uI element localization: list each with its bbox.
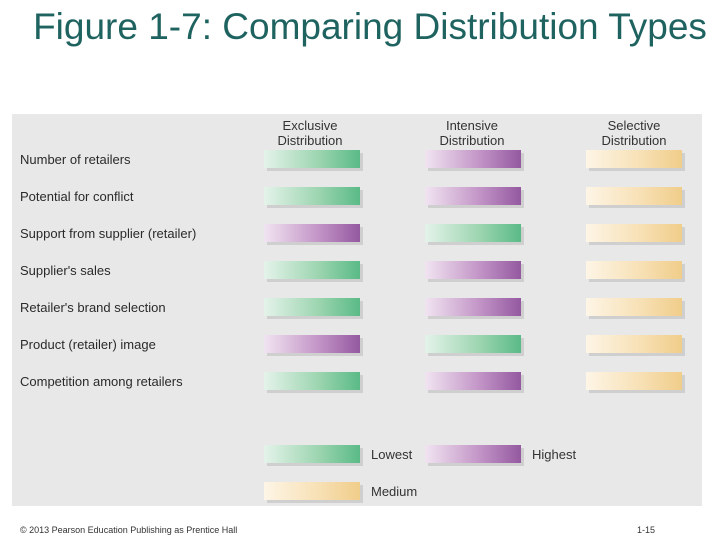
row-label: Retailer's brand selection bbox=[20, 300, 166, 315]
row-label: Potential for conflict bbox=[20, 189, 134, 204]
legend-medium-label: Medium bbox=[371, 484, 418, 499]
level-bar-highest bbox=[264, 335, 360, 353]
legend-lowest-swatch bbox=[264, 445, 360, 463]
level-bar-medium bbox=[586, 261, 682, 279]
row-label: Number of retailers bbox=[20, 152, 131, 167]
row-label: Supplier's sales bbox=[20, 263, 111, 278]
row-label: Product (retailer) image bbox=[20, 337, 156, 352]
slide-title: Figure 1-7: Comparing Distribution Types bbox=[33, 6, 707, 47]
legend-highest-swatch bbox=[425, 445, 521, 463]
row-label: Support from supplier (retailer) bbox=[20, 226, 197, 241]
copyright-notice: © 2013 Pearson Education Publishing as P… bbox=[20, 525, 238, 535]
legend-highest-label: Highest bbox=[532, 447, 577, 462]
level-bar-medium bbox=[586, 372, 682, 390]
page-number: 1-15 bbox=[637, 525, 656, 535]
level-bar-highest bbox=[425, 150, 521, 168]
level-bar-lowest bbox=[264, 261, 360, 279]
level-bar-lowest bbox=[425, 335, 521, 353]
level-bar-lowest bbox=[264, 150, 360, 168]
legend-medium-swatch bbox=[264, 482, 360, 500]
level-bar-highest bbox=[425, 261, 521, 279]
level-bar-medium bbox=[586, 298, 682, 316]
level-bar-lowest bbox=[264, 298, 360, 316]
level-bar-highest bbox=[425, 372, 521, 390]
level-bar-medium bbox=[586, 335, 682, 353]
level-bar-medium bbox=[586, 187, 682, 205]
level-bar-highest bbox=[264, 224, 360, 242]
level-bar-medium bbox=[586, 150, 682, 168]
level-bar-medium bbox=[586, 224, 682, 242]
level-bar-lowest bbox=[264, 372, 360, 390]
level-bar-lowest bbox=[264, 187, 360, 205]
level-bar-highest bbox=[425, 298, 521, 316]
column-header-intensive: Intensive Distribution bbox=[439, 118, 505, 148]
level-bar-highest bbox=[425, 187, 521, 205]
column-header-exclusive: Exclusive Distribution bbox=[277, 118, 343, 148]
row-label: Competition among retailers bbox=[20, 374, 183, 389]
column-header-selective: Selective Distribution bbox=[601, 118, 667, 148]
legend-lowest-label: Lowest bbox=[371, 447, 413, 462]
level-bar-lowest bbox=[425, 224, 521, 242]
comparison-diagram: Exclusive Distribution Intensive Distrib… bbox=[12, 114, 702, 506]
